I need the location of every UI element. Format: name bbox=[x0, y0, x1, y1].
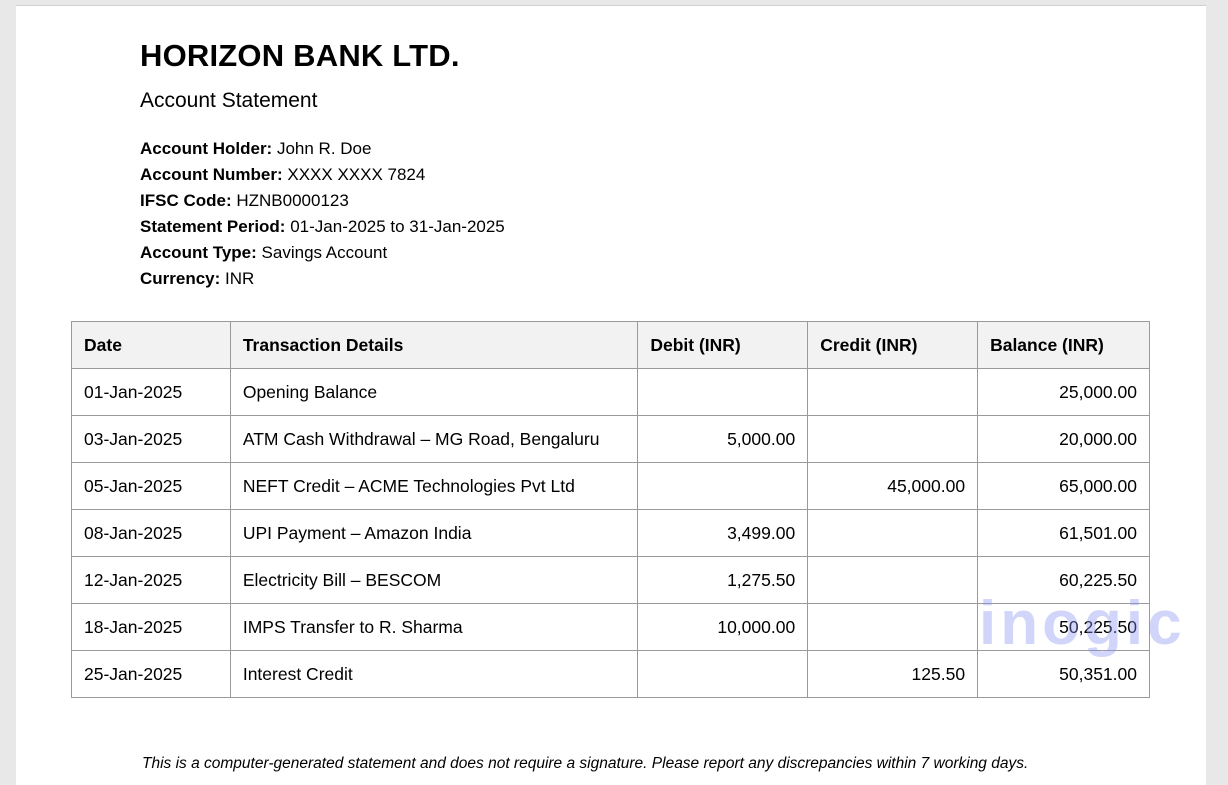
table-row: 03-Jan-2025 ATM Cash Withdrawal – MG Roa… bbox=[71, 415, 1150, 463]
cell-credit bbox=[807, 603, 979, 651]
cell-balance: 61,501.00 bbox=[977, 509, 1150, 557]
cell-date: 18-Jan-2025 bbox=[71, 603, 231, 651]
header-details: Transaction Details bbox=[229, 321, 639, 369]
cell-details: Interest Credit bbox=[229, 650, 639, 698]
cell-date: 08-Jan-2025 bbox=[71, 509, 231, 557]
info-value: XXXX XXXX 7824 bbox=[287, 165, 426, 184]
info-label: IFSC Code: bbox=[140, 191, 232, 210]
info-value: John R. Doe bbox=[276, 139, 372, 158]
info-label: Currency: bbox=[140, 269, 221, 288]
cell-date: 03-Jan-2025 bbox=[71, 415, 231, 463]
cell-debit bbox=[637, 462, 809, 510]
cell-date: 12-Jan-2025 bbox=[71, 556, 231, 604]
header-date: Date bbox=[71, 321, 231, 369]
cell-credit bbox=[807, 368, 979, 416]
table-row: 25-Jan-2025 Interest Credit 125.50 50,35… bbox=[71, 650, 1150, 698]
table-row: 05-Jan-2025 NEFT Credit – ACME Technolog… bbox=[71, 462, 1150, 510]
cell-details: ATM Cash Withdrawal – MG Road, Bengaluru bbox=[229, 415, 639, 463]
header-debit: Debit (INR) bbox=[637, 321, 809, 369]
cell-details: UPI Payment – Amazon India bbox=[229, 509, 639, 557]
footer-note: This is a computer-generated statement a… bbox=[142, 755, 1029, 772]
table-header-row: Date Transaction Details Debit (INR) Cre… bbox=[71, 321, 1150, 369]
header-balance: Balance (INR) bbox=[977, 321, 1150, 369]
cell-credit bbox=[807, 556, 979, 604]
cell-debit: 5,000.00 bbox=[637, 415, 809, 463]
table-row: 12-Jan-2025 Electricity Bill – BESCOM 1,… bbox=[71, 556, 1150, 604]
table-row: 01-Jan-2025 Opening Balance 25,000.00 bbox=[71, 368, 1150, 416]
cell-credit: 125.50 bbox=[807, 650, 979, 698]
cell-date: 05-Jan-2025 bbox=[71, 462, 231, 510]
table-row: 18-Jan-2025 IMPS Transfer to R. Sharma 1… bbox=[71, 603, 1150, 651]
cell-details: IMPS Transfer to R. Sharma bbox=[229, 603, 639, 651]
account-number-line: Account Number: XXXX XXXX 7824 bbox=[140, 165, 505, 191]
currency-line: Currency: INR bbox=[140, 269, 505, 295]
cell-balance: 50,225.50 bbox=[977, 603, 1150, 651]
transactions-table: Date Transaction Details Debit (INR) Cre… bbox=[71, 321, 1150, 698]
cell-date: 25-Jan-2025 bbox=[71, 650, 231, 698]
cell-details: Electricity Bill – BESCOM bbox=[229, 556, 639, 604]
cell-balance: 65,000.00 bbox=[977, 462, 1150, 510]
cell-credit bbox=[807, 415, 979, 463]
statement-period-line: Statement Period: 01-Jan-2025 to 31-Jan-… bbox=[140, 217, 505, 243]
cell-date: 01-Jan-2025 bbox=[71, 368, 231, 416]
cell-credit bbox=[807, 509, 979, 557]
cell-details: Opening Balance bbox=[229, 368, 639, 416]
cell-debit bbox=[637, 368, 809, 416]
account-holder-line: Account Holder: John R. Doe bbox=[140, 139, 505, 165]
cell-balance: 25,000.00 bbox=[977, 368, 1150, 416]
cell-debit: 3,499.00 bbox=[637, 509, 809, 557]
statement-page: HORIZON BANK LTD. Account Statement Acco… bbox=[16, 5, 1206, 785]
cell-debit bbox=[637, 650, 809, 698]
info-label: Account Holder: bbox=[140, 139, 273, 158]
bank-name: HORIZON BANK LTD. bbox=[140, 38, 460, 73]
cell-balance: 20,000.00 bbox=[977, 415, 1150, 463]
info-label: Account Type: bbox=[140, 243, 257, 262]
ifsc-code-line: IFSC Code: HZNB0000123 bbox=[140, 191, 505, 217]
cell-balance: 60,225.50 bbox=[977, 556, 1150, 604]
info-label: Account Number: bbox=[140, 165, 283, 184]
info-value: HZNB0000123 bbox=[236, 191, 349, 210]
document-title: Account Statement bbox=[140, 89, 318, 112]
header-credit: Credit (INR) bbox=[807, 321, 979, 369]
table-row: 08-Jan-2025 UPI Payment – Amazon India 3… bbox=[71, 509, 1150, 557]
account-info: Account Holder: John R. Doe Account Numb… bbox=[140, 139, 505, 295]
cell-details: NEFT Credit – ACME Technologies Pvt Ltd bbox=[229, 462, 639, 510]
cell-balance: 50,351.00 bbox=[977, 650, 1150, 698]
info-value: Savings Account bbox=[261, 243, 388, 262]
cell-debit: 1,275.50 bbox=[637, 556, 809, 604]
info-value: 01-Jan-2025 to 31-Jan-2025 bbox=[290, 217, 505, 236]
account-type-line: Account Type: Savings Account bbox=[140, 243, 505, 269]
cell-credit: 45,000.00 bbox=[807, 462, 979, 510]
cell-debit: 10,000.00 bbox=[637, 603, 809, 651]
info-value: INR bbox=[225, 269, 255, 288]
info-label: Statement Period: bbox=[140, 217, 286, 236]
